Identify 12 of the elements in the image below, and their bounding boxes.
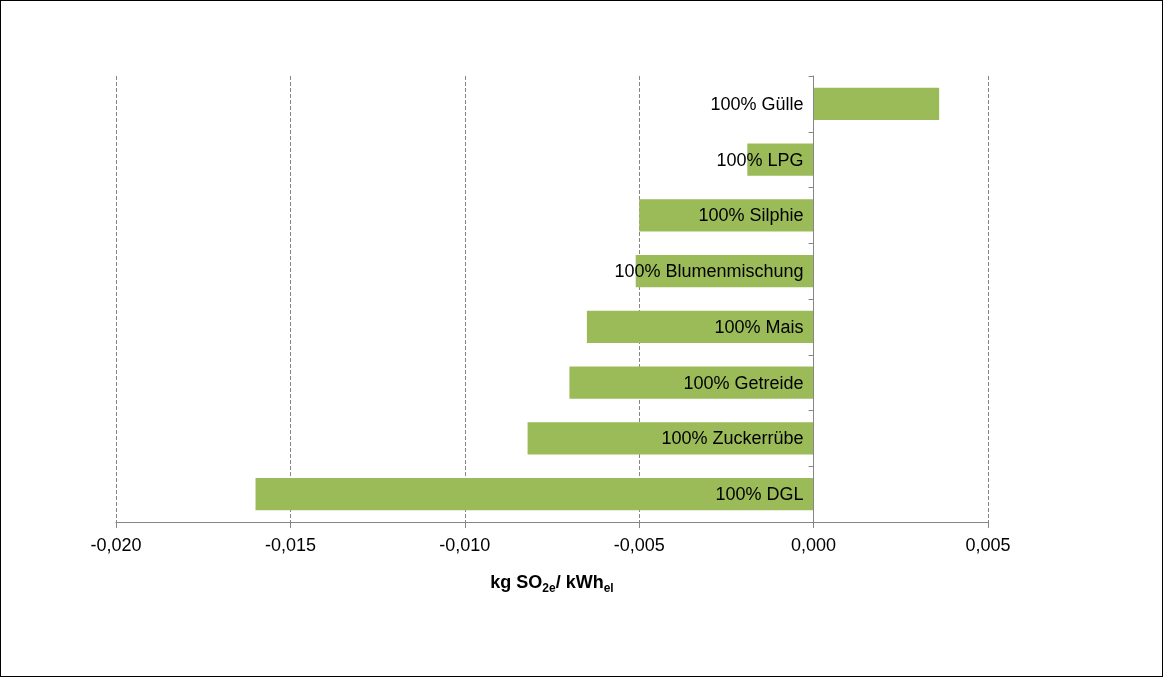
x-tick-label: 0,000 (791, 535, 837, 555)
x-tick-label: 0,005 (965, 535, 1011, 555)
y-tick-label: 100% Silphie (698, 205, 804, 226)
y-tick-label: 100% DGL (715, 484, 804, 505)
x-tick-label: -0,005 (613, 535, 665, 555)
y-tick-label: 100% Mais (714, 316, 804, 337)
y-tick-label: 100% Zuckerrübe (661, 428, 804, 449)
x-tick-label: -0,015 (264, 535, 316, 555)
x-tick-label: -0,020 (90, 535, 142, 555)
x-tick-label: -0,010 (439, 535, 491, 555)
y-tick-label: 100% Gülle (710, 93, 804, 114)
y-tick-label: 100% Getreide (683, 372, 804, 393)
